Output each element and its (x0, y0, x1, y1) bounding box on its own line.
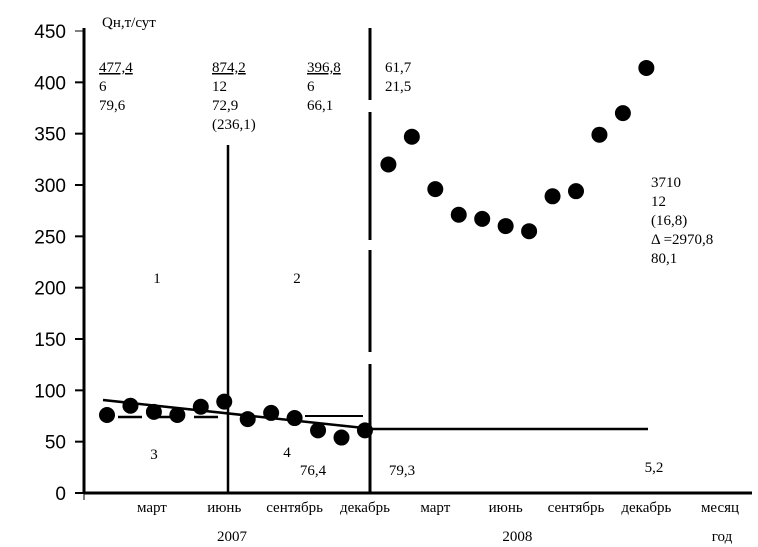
data-point (169, 406, 186, 423)
data-point (122, 397, 139, 414)
annotation-2008: 80,1 (651, 251, 677, 267)
data-point (403, 128, 420, 145)
annotation-period-1: 477,4 (99, 60, 133, 76)
annotation-period-3: 6 (307, 79, 315, 95)
x-tick-label: июнь (207, 500, 241, 516)
y-tick-label: 0 (55, 484, 66, 505)
annotation-period-1: 6 (99, 79, 107, 95)
year-label: 2008 (502, 529, 532, 545)
data-point (614, 105, 631, 122)
texts: 0 50 100 150 200 250 300 350 400 450 март июнь сентя… (34, 15, 739, 545)
region-label: 1 (153, 271, 161, 287)
x-tick-label: сентябрь (548, 500, 605, 516)
data-point (356, 422, 373, 439)
data-point (497, 218, 514, 235)
data-point (333, 429, 350, 446)
bottom-value: 76,4 (300, 463, 327, 479)
data-point (568, 183, 584, 200)
annotation-period-4: 21,5 (385, 79, 411, 95)
y-tick-label: 100 (34, 381, 66, 402)
year-label: 2007 (217, 529, 248, 545)
x-tick-label: декабрь (340, 500, 390, 516)
x-tick-label: сентябрь (266, 500, 323, 516)
annotation-2008: Δ =2970,8 (651, 232, 713, 248)
annotation-period-3: 66,1 (307, 98, 333, 114)
data-point (591, 126, 608, 143)
annotation-2008: (16,8) (651, 213, 687, 229)
data-point (474, 210, 491, 227)
data-point (427, 181, 444, 198)
data-point (380, 156, 397, 173)
bottom-value: 5,2 (645, 460, 664, 476)
annotation-2008: 12 (651, 194, 666, 210)
x-tick-label: март (137, 500, 167, 516)
y-tick-label: 200 (34, 279, 66, 300)
data-point (263, 404, 280, 421)
y-tick-label: 250 (34, 227, 66, 248)
data-point (638, 59, 655, 76)
x-tick-label: март (420, 500, 450, 516)
region-label: 3 (150, 447, 158, 463)
y-axis-label: Qн,т/сут (102, 15, 156, 31)
data-point (99, 406, 115, 423)
data-point (286, 410, 303, 427)
data-point (216, 393, 233, 410)
annotation-2008: 3710 (651, 175, 681, 191)
region-label: 2 (293, 271, 301, 287)
y-tick-label: 350 (34, 125, 66, 146)
region-label: 4 (283, 445, 291, 461)
x-axis-label-year: год (712, 529, 733, 545)
annotation-period-2: 12 (212, 79, 227, 95)
marks (99, 59, 655, 446)
annotation-period-1: 79,6 (99, 98, 126, 114)
annotation-period-3: 396,8 (307, 60, 341, 76)
data-point (145, 403, 162, 420)
annotation-period-2: 874,2 (212, 60, 246, 76)
x-tick-label: июнь (489, 500, 523, 516)
data-point (450, 206, 467, 223)
bottom-value: 79,3 (389, 463, 415, 479)
data-point (521, 223, 538, 240)
trend-line (102, 398, 365, 430)
data-point (239, 411, 256, 428)
y-tick-label: 50 (45, 433, 66, 454)
x-axis-label-month: месяц (701, 500, 739, 516)
y-tick-label: 400 (34, 73, 66, 94)
annotation-period-4: 61,7 (385, 60, 412, 76)
annotation-period-2: (236,1) (212, 117, 256, 133)
y-tick-label: 150 (34, 330, 66, 351)
data-point (310, 422, 327, 439)
annotation-period-2: 72,9 (212, 98, 238, 114)
x-tick-label: декабрь (621, 500, 671, 516)
y-tick-label: 450 (34, 22, 66, 43)
y-tick-label: 300 (34, 176, 66, 197)
data-point (544, 188, 561, 205)
data-point (192, 398, 209, 415)
